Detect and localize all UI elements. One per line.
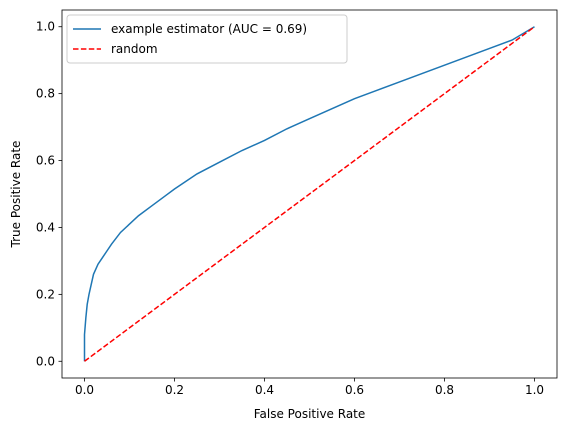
y-tick-label: 0.4: [36, 220, 55, 234]
y-tick-label: 1.0: [36, 20, 55, 34]
y-tick-label: 0.0: [36, 354, 55, 368]
y-tick-label: 0.8: [36, 87, 55, 101]
x-axis-ticks: 0.0 0.2 0.4 0.6 0.8 1.0: [75, 378, 544, 397]
plot-lines: [83, 26, 535, 362]
x-axis-label: False Positive Rate: [254, 407, 366, 421]
series-line-1: [84, 26, 535, 362]
y-tick-label: 0.6: [36, 154, 55, 168]
legend: example estimator (AUC = 0.69) random: [66, 14, 348, 64]
x-tick-label: 0.8: [435, 383, 454, 397]
x-tick-label: 0.2: [165, 383, 184, 397]
legend-label: random: [111, 42, 158, 56]
x-tick-label: 0.6: [345, 383, 364, 397]
x-tick-label: 1.0: [525, 383, 544, 397]
series-line-0: [83, 26, 535, 362]
x-tick-label: 0.0: [75, 383, 94, 397]
y-tick-label: 0.2: [36, 287, 55, 301]
plot-frame: [61, 9, 558, 379]
y-axis-ticks: 0.0 0.2 0.4 0.6 0.8 1.0: [36, 20, 62, 368]
y-axis-label: True Positive Rate: [9, 141, 23, 249]
x-tick-label: 0.4: [255, 383, 274, 397]
legend-label: example estimator (AUC = 0.69): [111, 22, 307, 36]
legend-box: [66, 14, 348, 64]
